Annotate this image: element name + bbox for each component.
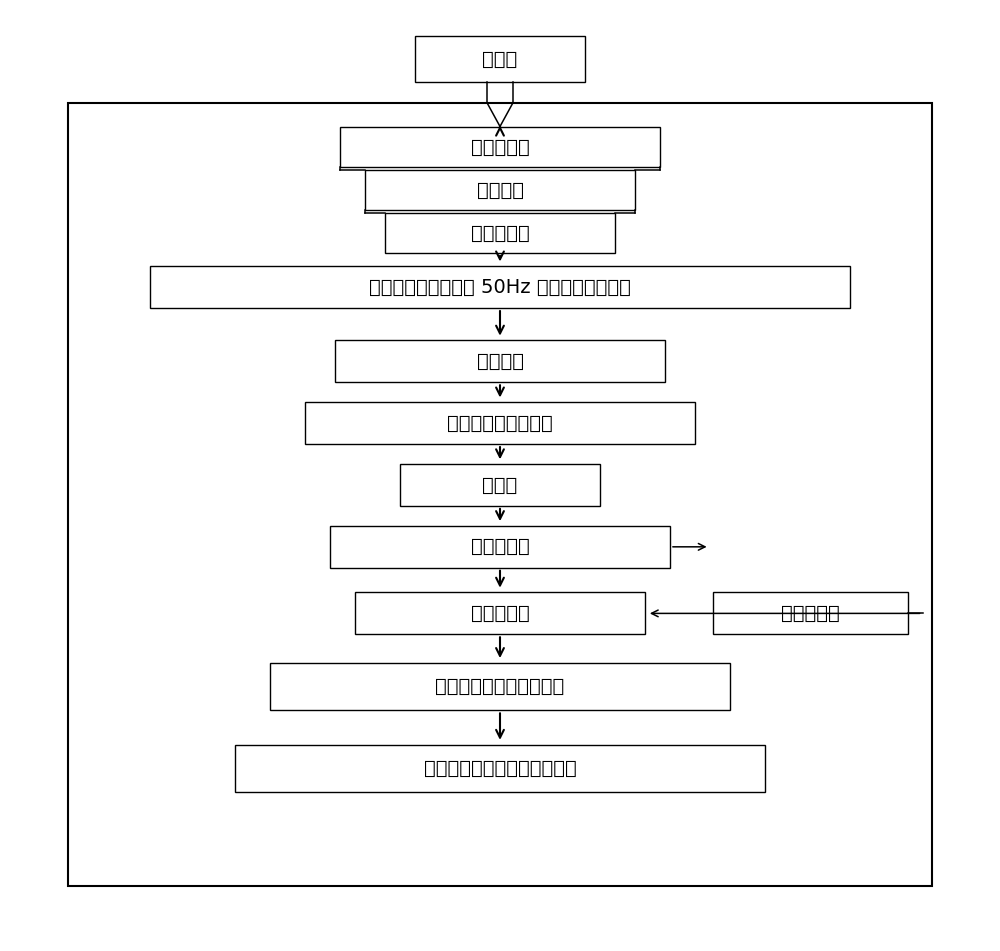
Bar	[340, 127, 660, 167]
Text: 低通滤波器: 低通滤波器	[471, 537, 529, 556]
Text: 去直流分量: 去直流分量	[471, 138, 529, 157]
Bar	[365, 170, 635, 210]
Bar	[150, 266, 850, 308]
Text: 记录每一次枪声的起始帧: 记录每一次枪声的起始帧	[435, 677, 565, 696]
Text: 计算枪声脉冲时间数据并保存: 计算枪声脉冲时间数据并保存	[424, 759, 576, 778]
Text: 微分器: 微分器	[482, 476, 518, 495]
Text: 计算每帧的平均幅度: 计算每帧的平均幅度	[447, 414, 553, 433]
Bar	[335, 340, 665, 382]
Bar	[235, 745, 765, 792]
Bar	[305, 402, 695, 444]
Bar	[355, 592, 645, 634]
Text: 分帧处理: 分帧处理	[477, 352, 524, 371]
Bar	[68, 103, 932, 886]
Bar	[712, 592, 908, 634]
Text: 阈值判别器: 阈值判别器	[471, 604, 529, 623]
Text: 搜索起始帧: 搜索起始帧	[781, 604, 839, 623]
Bar	[400, 464, 600, 506]
Bar	[330, 526, 670, 568]
Bar	[385, 213, 615, 253]
Text: 谱减法滤波器，滤去 50Hz 工频信号及其谐波: 谱减法滤波器，滤去 50Hz 工频信号及其谐波	[369, 278, 631, 297]
Text: 传声器: 传声器	[482, 49, 518, 68]
Text: 低通滤波器: 低通滤波器	[471, 223, 529, 243]
Text: 去趋势项: 去趋势项	[477, 181, 524, 200]
Bar	[415, 36, 585, 82]
Bar	[270, 663, 730, 710]
